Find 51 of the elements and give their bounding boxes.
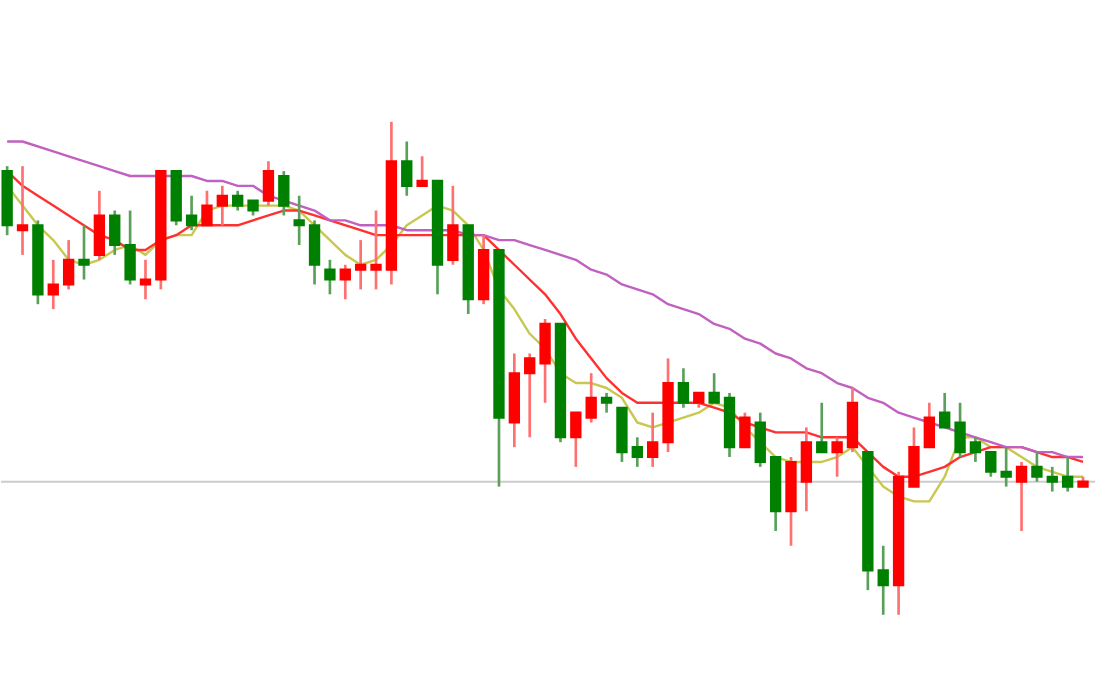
candlestick <box>616 406 628 463</box>
candlestick <box>1061 455 1074 493</box>
candlestick <box>985 450 997 478</box>
candlestick <box>201 189 213 227</box>
candlestick <box>831 435 843 478</box>
candlestick <box>185 194 198 232</box>
candlestick <box>370 208 382 291</box>
candlestick <box>631 435 643 468</box>
candlestick <box>600 391 613 414</box>
candlestick <box>923 401 936 449</box>
candlestick <box>93 189 106 261</box>
candlestick <box>969 435 982 463</box>
candlestick <box>1015 460 1028 532</box>
candlestick <box>739 410 751 449</box>
candlestick <box>708 371 720 404</box>
candlestick <box>354 238 367 291</box>
candlestick <box>646 410 659 468</box>
candlestick <box>262 159 275 207</box>
candlestick <box>232 189 244 212</box>
candlestick <box>800 425 813 513</box>
candlestick <box>877 544 889 616</box>
candlestick <box>47 258 59 311</box>
candlestick <box>416 154 428 187</box>
candlestick <box>677 366 690 409</box>
candlestick <box>124 208 136 286</box>
candlestick <box>570 410 582 468</box>
candlestick <box>1031 450 1043 483</box>
candlestick <box>1046 465 1058 493</box>
candlestick <box>1000 445 1012 488</box>
candlestick <box>846 386 859 454</box>
candlestick <box>216 184 229 227</box>
candlestick <box>954 401 966 458</box>
candlestick <box>447 184 459 266</box>
candlestick <box>16 164 29 256</box>
candlestick <box>401 139 413 197</box>
candlestick <box>539 317 551 404</box>
candlestick <box>908 425 920 488</box>
candlestick <box>293 194 305 246</box>
candlestick <box>308 218 321 286</box>
candlestick <box>939 391 951 429</box>
candlestick <box>585 371 597 424</box>
candlestick <box>62 238 75 291</box>
candlestick <box>278 169 290 217</box>
candlestick <box>816 401 828 454</box>
candlestick <box>524 351 536 439</box>
candlestick <box>139 258 152 301</box>
candlestick <box>109 208 121 256</box>
candlestick <box>324 258 336 296</box>
candlestick <box>339 263 351 301</box>
candlestick <box>78 223 90 281</box>
candlestick <box>754 410 766 468</box>
